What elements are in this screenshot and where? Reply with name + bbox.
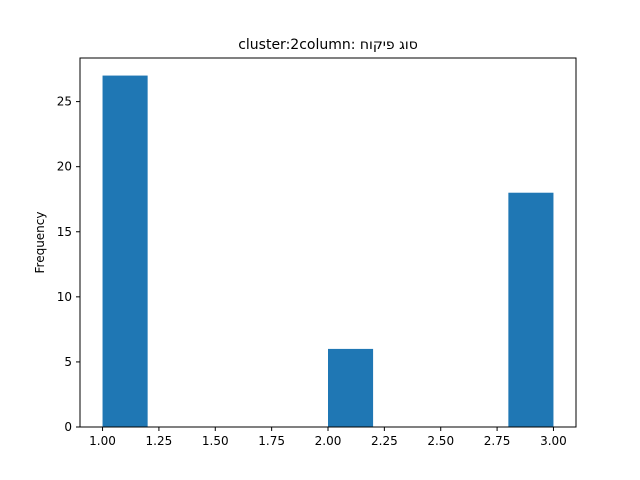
x-tick-label: 1.50 xyxy=(202,434,229,448)
x-tick-label: 1.75 xyxy=(258,434,285,448)
y-tick-label: 20 xyxy=(57,160,72,174)
bars-group xyxy=(102,75,554,428)
histogram-bar-5 xyxy=(328,348,374,427)
y-tick-label: 10 xyxy=(57,290,72,304)
plot-area-frame xyxy=(79,57,577,428)
x-axis-ticks: 1.00 1.25 1.50 1.75 2.00 2.25 2.50 2.75 3.00 xyxy=(89,427,567,448)
y-tick-label: 0 xyxy=(64,420,72,434)
histogram-bar-9 xyxy=(508,192,554,427)
y-tick-label: 25 xyxy=(57,95,72,109)
x-tick-label: 2.25 xyxy=(371,434,398,448)
y-axis-ticks: 0 5 10 15 20 25 xyxy=(57,95,80,434)
y-tick-label: 5 xyxy=(64,355,72,369)
x-tick-label: 1.25 xyxy=(146,434,173,448)
x-tick-label: 3.00 xyxy=(540,434,567,448)
histogram-bar-0 xyxy=(102,75,148,428)
y-tick-label: 15 xyxy=(57,225,72,239)
x-tick-label: 1.00 xyxy=(89,434,116,448)
y-axis-title: Frequency xyxy=(33,212,47,274)
x-tick-label: 2.00 xyxy=(315,434,342,448)
x-tick-label: 2.75 xyxy=(484,434,511,448)
chart-title: cluster:2column: סוג פיקוח xyxy=(238,37,418,53)
x-tick-label: 2.50 xyxy=(427,434,454,448)
